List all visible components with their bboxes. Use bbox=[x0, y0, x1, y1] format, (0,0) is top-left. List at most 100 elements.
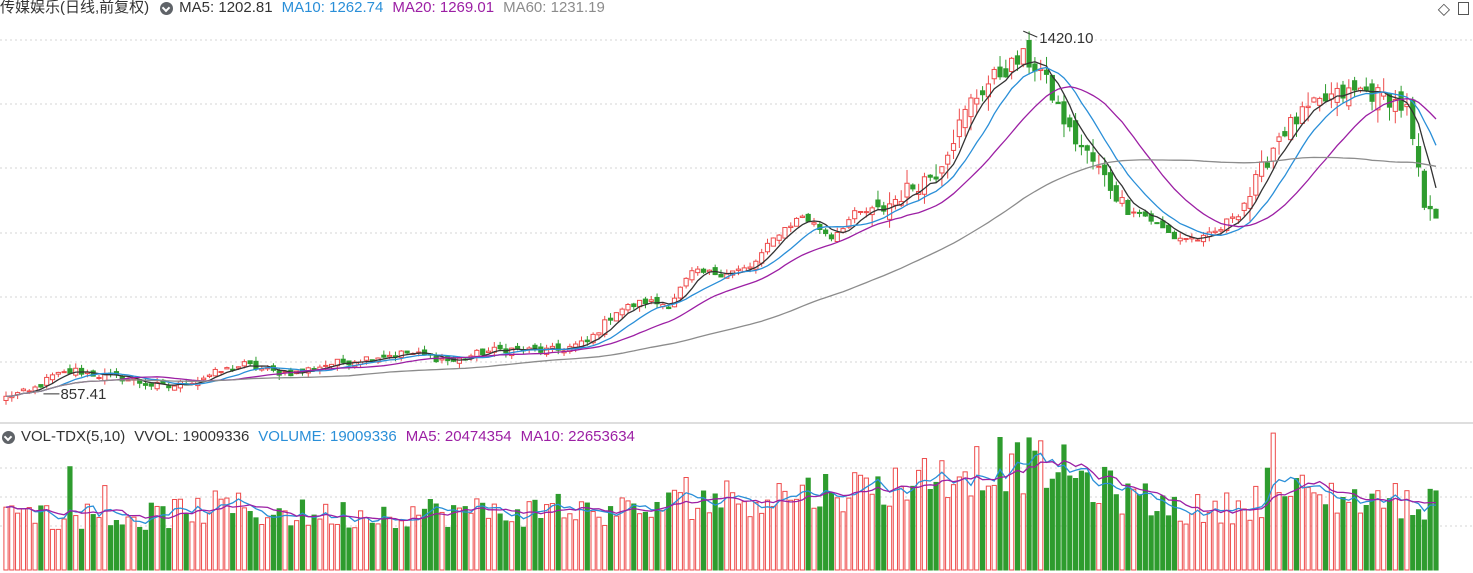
volume-bar bbox=[177, 498, 183, 571]
candle-body bbox=[788, 225, 794, 229]
candle-body bbox=[1142, 211, 1148, 217]
candle-body bbox=[44, 376, 50, 386]
volume-bar bbox=[1154, 511, 1160, 571]
volume-bar bbox=[631, 503, 637, 571]
volume-bar bbox=[916, 469, 922, 571]
candle-body bbox=[549, 345, 556, 349]
volume-settings-icon[interactable] bbox=[2, 430, 15, 444]
volume-bar bbox=[1346, 501, 1352, 571]
volume-bar bbox=[1311, 492, 1317, 571]
volume-bar bbox=[299, 499, 306, 571]
candle-body bbox=[700, 268, 707, 273]
candle-body bbox=[974, 97, 980, 105]
candle-body bbox=[997, 66, 1003, 78]
volume-bar bbox=[439, 511, 445, 571]
candle-body bbox=[1166, 224, 1172, 233]
volume-bar bbox=[1183, 523, 1189, 571]
candle-body bbox=[218, 370, 224, 373]
volume-bar bbox=[96, 516, 102, 571]
volume-bar bbox=[764, 499, 771, 571]
settings-dropdown-icon[interactable] bbox=[160, 1, 174, 15]
candle-body bbox=[253, 360, 259, 370]
volume-bar bbox=[264, 517, 271, 571]
volume-bar bbox=[375, 523, 381, 571]
volume-bar bbox=[677, 492, 683, 571]
volume-bar bbox=[1096, 503, 1102, 571]
volume-bar bbox=[1125, 483, 1131, 571]
volume-bar bbox=[1334, 512, 1340, 571]
volume-bar bbox=[38, 505, 44, 571]
candle-body bbox=[166, 385, 172, 389]
volume-bar bbox=[259, 523, 265, 571]
volume-bar bbox=[910, 485, 916, 571]
volume-bar bbox=[1009, 453, 1015, 571]
candle-body bbox=[1026, 40, 1032, 68]
volume-bar bbox=[1229, 523, 1236, 571]
volume-bar bbox=[985, 485, 991, 571]
volume-bar bbox=[968, 495, 974, 571]
candle-body bbox=[904, 182, 910, 198]
volume-bar bbox=[206, 512, 213, 571]
candle-body bbox=[26, 390, 32, 393]
candle-body bbox=[939, 166, 945, 174]
candle-body bbox=[247, 360, 253, 365]
chart-toolbar: ◇ bbox=[1438, 0, 1469, 19]
volume-bar bbox=[933, 481, 939, 571]
candle-body bbox=[933, 176, 939, 180]
volume-bar bbox=[712, 493, 718, 571]
window-icon[interactable] bbox=[1458, 2, 1469, 15]
volume-bar bbox=[520, 526, 526, 571]
volume-bar bbox=[823, 474, 829, 571]
volume-bar bbox=[154, 505, 160, 571]
candle-body bbox=[1020, 48, 1026, 65]
volume-bar bbox=[1386, 498, 1393, 571]
candle-body bbox=[1125, 200, 1131, 215]
volume-bar bbox=[1264, 467, 1271, 571]
volume-bar bbox=[451, 505, 457, 571]
volume-bar bbox=[363, 517, 369, 571]
candle-body bbox=[1102, 164, 1108, 176]
volume-bar bbox=[1113, 494, 1119, 571]
volume-bar bbox=[538, 518, 544, 571]
ma20-line bbox=[5, 86, 1437, 397]
candle-body bbox=[1311, 97, 1317, 103]
volume-bar bbox=[1363, 505, 1369, 571]
candle-body bbox=[631, 303, 637, 308]
candle-body bbox=[1276, 136, 1282, 142]
candle-body bbox=[387, 354, 393, 358]
volume-bar bbox=[1102, 466, 1108, 571]
volume-bar bbox=[683, 477, 689, 571]
volume-ma5-label: MA5: 20474354 bbox=[405, 428, 512, 445]
candle-body bbox=[695, 268, 701, 274]
volume-bar bbox=[979, 490, 986, 571]
volume-bar bbox=[317, 518, 323, 571]
volume-bar bbox=[1322, 504, 1329, 571]
diamond-icon[interactable]: ◇ bbox=[1437, 1, 1450, 18]
volume-bar bbox=[869, 493, 875, 571]
volume-bar bbox=[462, 506, 468, 571]
volume-ma5-line bbox=[5, 452, 1436, 525]
candle-body bbox=[886, 203, 893, 220]
candle-body bbox=[1421, 170, 1427, 208]
volume-bar bbox=[3, 506, 9, 571]
volume-bar bbox=[1433, 490, 1439, 571]
volume-bar bbox=[793, 498, 800, 571]
volume-bar bbox=[166, 528, 172, 571]
volume-bar bbox=[189, 521, 195, 571]
candle-body bbox=[49, 374, 56, 381]
candle-body bbox=[875, 199, 881, 208]
volume-bar bbox=[1177, 520, 1183, 571]
volume-bar bbox=[1328, 482, 1334, 571]
candle-body bbox=[20, 388, 27, 392]
volume-bar bbox=[387, 516, 393, 571]
volume-bar bbox=[706, 512, 712, 571]
candle-body bbox=[235, 366, 242, 369]
volume-bar bbox=[44, 505, 50, 571]
volume-bar bbox=[328, 523, 335, 571]
volume-bar bbox=[1415, 509, 1422, 571]
candle-body bbox=[1305, 105, 1311, 109]
candle-body bbox=[1346, 87, 1352, 107]
volume-bar bbox=[666, 492, 672, 571]
volume-bar bbox=[218, 498, 224, 571]
